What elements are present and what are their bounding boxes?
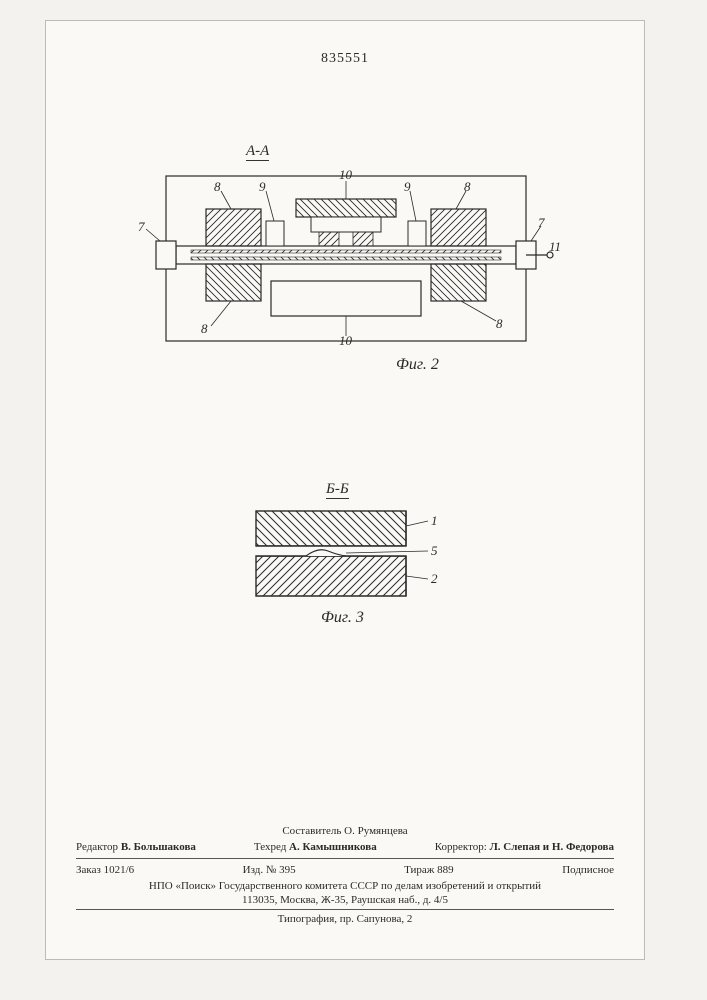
compiler-name: О. Румянцева <box>344 825 408 837</box>
fig2-label-7-right: 7 <box>538 215 545 231</box>
org-line1: НПО «Поиск» Государственного комитета СС… <box>76 880 614 892</box>
fig3-drawing <box>246 501 446 611</box>
fig2-label-11: 11 <box>549 239 561 255</box>
footer-block: Составитель О. Румянцева Редактор В. Бол… <box>76 823 614 927</box>
document-number: 835551 <box>321 51 369 67</box>
podpisnoe: Подписное <box>562 864 614 876</box>
fig2-drawing <box>136 161 556 361</box>
editor: Редактор В. Большакова <box>76 841 196 853</box>
fig3-label-1: 1 <box>431 513 438 529</box>
figure-3: Б-Б <box>246 501 446 641</box>
fig2-section-label: А-А <box>246 143 269 161</box>
corrector: Корректор: Л. Слепая и Н. Федорова <box>435 841 614 853</box>
fig2-label-8-br: 8 <box>496 316 503 332</box>
order: Заказ 1021/6 <box>76 864 134 876</box>
typography: Типография, пр. Сапунова, 2 <box>76 913 614 925</box>
fig2-label-9-r: 9 <box>404 179 411 195</box>
fig2-label-9-l: 9 <box>259 179 266 195</box>
fig2-caption: Фиг. 2 <box>396 356 439 374</box>
org-line2: 113035, Москва, Ж-35, Раушская наб., д. … <box>76 894 614 906</box>
fig2-label-10-t: 10 <box>339 167 352 183</box>
tirazh: Тираж 889 <box>404 864 454 876</box>
fig3-label-2: 2 <box>431 571 438 587</box>
techred: Техред А. Камышникова <box>254 841 377 853</box>
fig3-section-label: Б-Б <box>326 481 349 499</box>
fig2-label-7-left: 7 <box>138 219 145 235</box>
fig3-caption: Фиг. 3 <box>321 609 364 627</box>
compiler-label: Составитель <box>282 825 341 837</box>
fig2-label-10-b: 10 <box>339 333 352 349</box>
izd: Изд. № 395 <box>243 864 296 876</box>
fig2-label-8-tr: 8 <box>464 179 471 195</box>
fig3-label-5: 5 <box>431 543 438 559</box>
fig2-label-8-bl: 8 <box>201 321 208 337</box>
fig2-label-8-tl: 8 <box>214 179 221 195</box>
figure-2: А-А <box>136 161 556 391</box>
page-frame: 835551 А-А <box>45 20 645 960</box>
